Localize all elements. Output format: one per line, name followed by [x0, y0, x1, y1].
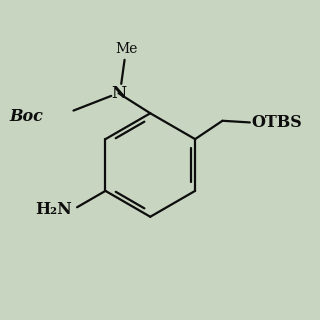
Text: H₂N: H₂N — [35, 201, 72, 218]
Text: N: N — [111, 85, 126, 102]
Text: OTBS: OTBS — [252, 114, 302, 131]
Text: Boc: Boc — [10, 108, 44, 125]
Text: Me: Me — [115, 42, 137, 56]
